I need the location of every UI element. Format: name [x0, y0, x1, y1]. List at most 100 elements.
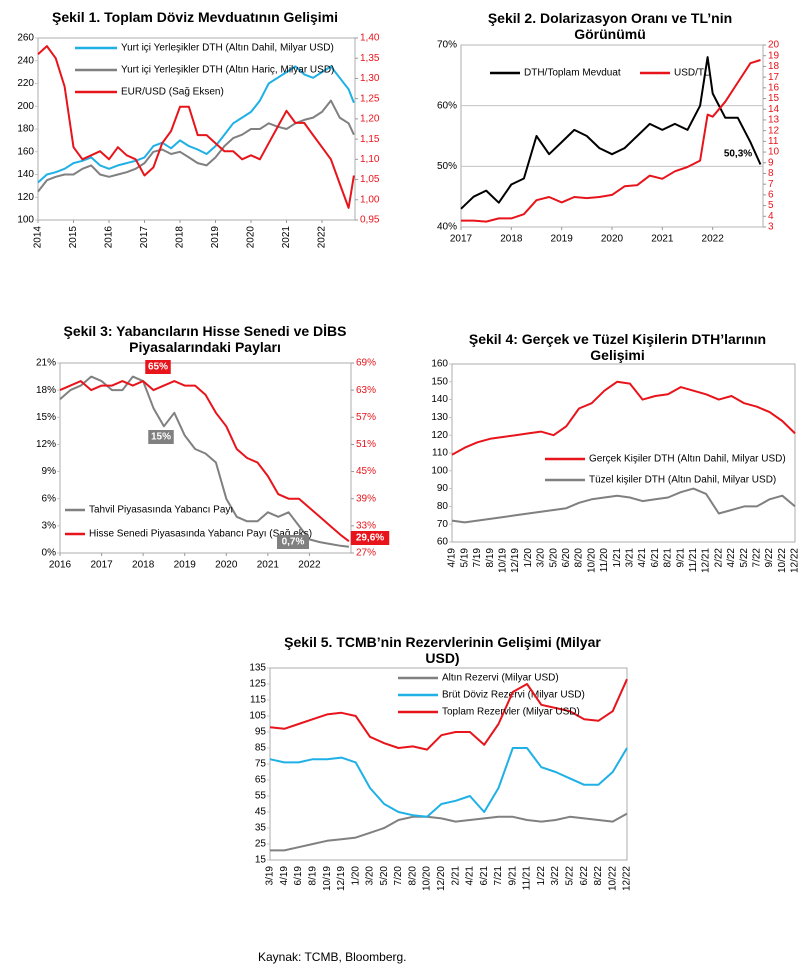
x-tick-label: 10/19 [322, 866, 333, 891]
y2-tick-label: 1,20 [360, 114, 380, 125]
y-tick-label: 100 [17, 215, 34, 226]
x-tick-label: 10/22 [777, 548, 788, 573]
y-tick-label: 135 [249, 663, 266, 674]
y-tick-label: 25 [255, 839, 267, 850]
legend-label: Tüzel kişiler DTH (Altın Dahil, Milyar U… [589, 475, 776, 486]
legend-label: Gerçek Kişiler DTH (Altın Dahil, Milyar … [589, 454, 786, 465]
y2-tick-label: 17 [768, 72, 780, 83]
x-tick-label: 2019 [210, 226, 221, 249]
x-tick-label: 3/20 [536, 548, 547, 568]
x-tick-label: 8/19 [485, 548, 496, 568]
x-tick-label: 2015 [68, 226, 79, 249]
y2-tick-label: 27% [356, 548, 376, 559]
y2-tick-label: 10 [768, 147, 780, 158]
y-tick-label: 150 [431, 376, 448, 387]
y2-tick-label: 0,95 [360, 215, 380, 226]
x-tick-label: 10/20 [586, 548, 597, 573]
y-tick-label: 15% [36, 412, 56, 423]
y2-tick-label: 1,00 [360, 194, 380, 205]
y-tick-label: 160 [17, 146, 34, 157]
x-tick-label: 2021 [281, 226, 292, 249]
y-tick-label: 260 [17, 33, 34, 44]
x-tick-label: 10/20 [422, 866, 433, 891]
legend-label: Brüt Döviz Rezervi (Milyar USD) [442, 690, 585, 701]
x-tick-label: 9/21 [675, 548, 686, 568]
legend-label: Yurt içi Yerleşikler DTH (Altın Hariç, M… [121, 65, 334, 76]
series-line [270, 812, 628, 852]
y2-tick-label: 11 [768, 136, 779, 147]
legend-label: Tahvil Piyasasında Yabancı Payı [89, 505, 233, 516]
x-tick-label: 11/21 [522, 866, 533, 891]
x-tick-label: 4/21 [637, 548, 648, 568]
y-tick-label: 55 [255, 791, 267, 802]
y-tick-label: 80 [437, 501, 449, 512]
y-tick-label: 21% [36, 358, 56, 369]
series-line [37, 45, 355, 209]
chart-title: Şekil 2. Dolarizasyon Oranı ve TL’nin Gö… [487, 10, 733, 42]
annotation: 0,7% [282, 537, 305, 548]
y2-tick-label: 69% [356, 358, 376, 369]
x-tick-label: 7/20 [393, 866, 404, 886]
x-tick-label: 6/22 [579, 866, 590, 886]
x-tick-label: 5/20 [548, 548, 559, 568]
x-tick-label: 8/19 [307, 866, 318, 886]
y-tick-label: 50% [437, 161, 457, 172]
y2-tick-label: 51% [356, 439, 376, 450]
x-tick-label: 2019 [174, 560, 197, 571]
y-tick-label: 9% [42, 466, 57, 477]
y-tick-label: 120 [17, 192, 34, 203]
y-tick-label: 15 [255, 855, 267, 866]
x-tick-label: 5/22 [565, 866, 576, 886]
y-tick-label: 70 [437, 519, 449, 530]
y-tick-label: 70% [437, 40, 457, 51]
x-tick-label: 5/20 [379, 866, 390, 886]
x-tick-label: 2020 [246, 226, 257, 249]
y-tick-label: 130 [431, 412, 448, 423]
y2-tick-label: 6 [768, 190, 774, 201]
y-tick-label: 160 [431, 359, 448, 370]
x-tick-label: 4/19 [279, 866, 290, 886]
y2-tick-label: 5 [768, 200, 774, 211]
y2-tick-label: 13 [768, 115, 780, 126]
y2-tick-label: 45% [356, 466, 376, 477]
x-tick-label: 2018 [500, 234, 523, 245]
x-tick-label: 6/19 [293, 866, 304, 886]
x-tick-label: 2014 [33, 226, 44, 249]
x-tick-label: 12/19 [336, 866, 347, 891]
y2-tick-label: 18 [768, 61, 780, 72]
x-tick-label: 12/21 [701, 548, 712, 573]
y-tick-label: 240 [17, 55, 34, 66]
x-tick-label: 9/22 [764, 548, 775, 568]
annotation-box [145, 360, 171, 374]
x-tick-label: 2022 [702, 234, 725, 245]
y2-tick-label: 14 [768, 104, 780, 115]
x-tick-label: 3/20 [365, 866, 376, 886]
y-tick-label: 12% [36, 439, 56, 450]
x-tick-label: 2022 [298, 560, 321, 571]
y-tick-label: 3% [42, 520, 57, 531]
x-tick-label: 9/21 [507, 866, 518, 886]
y-tick-label: 125 [249, 679, 266, 690]
series-line [460, 56, 762, 210]
y2-tick-label: 1,35 [360, 53, 380, 64]
x-tick-label: 7/21 [493, 866, 504, 886]
y-tick-label: 100 [431, 465, 448, 476]
legend-label: Toplam Rezervler (Milyar USD) [442, 707, 580, 718]
y-tick-label: 40% [437, 222, 457, 233]
plot-frame [59, 362, 352, 554]
y-tick-label: 35 [255, 823, 267, 834]
x-tick-label: 2016 [49, 560, 72, 571]
x-tick-label: 4/21 [465, 866, 476, 886]
x-tick-label: 3/21 [624, 548, 635, 568]
x-tick-label: 11/21 [688, 548, 699, 573]
y-tick-label: 45 [255, 807, 267, 818]
y-tick-label: 110 [432, 448, 448, 459]
chart-title: Şekil 1. Toplam Döviz Mevduatının Gelişi… [51, 9, 339, 25]
y-tick-label: 200 [17, 101, 34, 112]
y2-tick-label: 1,40 [360, 33, 380, 44]
x-tick-label: 6/21 [650, 548, 661, 568]
y2-tick-label: 63% [356, 385, 376, 396]
annotation-box [277, 535, 309, 549]
x-tick-label: 12/19 [510, 548, 521, 573]
x-tick-label: 11/20 [599, 548, 610, 573]
